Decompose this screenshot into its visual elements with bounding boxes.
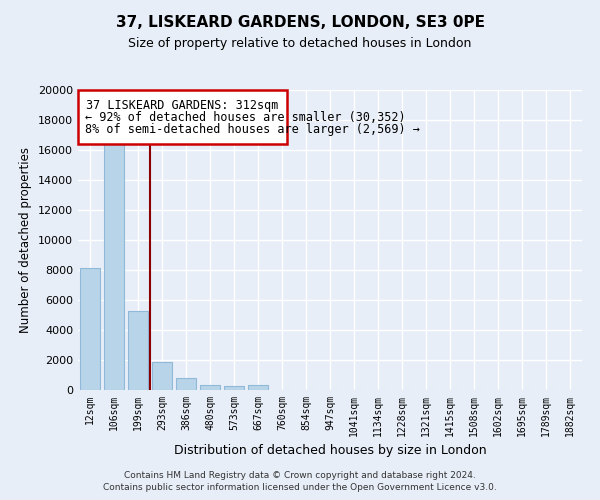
Bar xyxy=(224,386,244,390)
Y-axis label: Number of detached properties: Number of detached properties xyxy=(19,147,32,333)
Text: 8% of semi-detached houses are larger (2,569) →: 8% of semi-detached houses are larger (2… xyxy=(85,123,420,136)
Bar xyxy=(128,310,148,390)
Bar xyxy=(152,362,172,390)
Bar xyxy=(200,385,220,390)
FancyBboxPatch shape xyxy=(78,90,287,144)
Text: 37, LISKEARD GARDENS, LONDON, SE3 0PE: 37, LISKEARD GARDENS, LONDON, SE3 0PE xyxy=(115,15,485,30)
Bar xyxy=(80,268,100,390)
Bar xyxy=(104,142,124,390)
Text: Contains HM Land Registry data © Crown copyright and database right 2024.
Contai: Contains HM Land Registry data © Crown c… xyxy=(103,471,497,492)
Text: Size of property relative to detached houses in London: Size of property relative to detached ho… xyxy=(128,38,472,51)
X-axis label: Distribution of detached houses by size in London: Distribution of detached houses by size … xyxy=(173,444,487,458)
Bar xyxy=(248,386,268,390)
Text: ← 92% of detached houses are smaller (30,352): ← 92% of detached houses are smaller (30… xyxy=(85,111,406,124)
Text: 37 LISKEARD GARDENS: 312sqm: 37 LISKEARD GARDENS: 312sqm xyxy=(86,99,278,112)
Bar xyxy=(176,378,196,390)
